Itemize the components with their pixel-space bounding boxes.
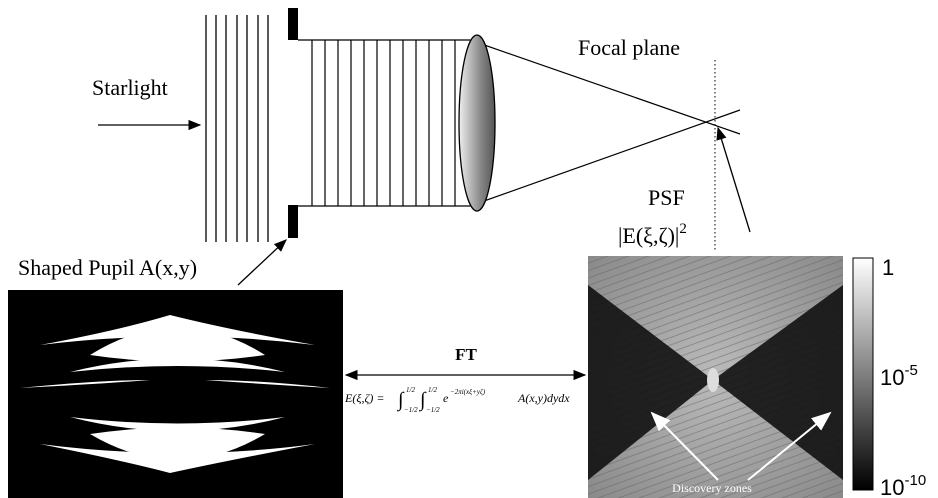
colorbar-exp: -5 bbox=[904, 362, 917, 379]
colorbar-base: 10 bbox=[880, 475, 904, 498]
focal-plane-label: Focal plane bbox=[578, 35, 680, 60]
beam bbox=[298, 40, 740, 206]
psf-formula-power: 2 bbox=[679, 221, 687, 237]
colorbar-base: 10 bbox=[880, 365, 904, 390]
colorbar bbox=[853, 258, 873, 490]
formula-tail: A(x,y)dydx bbox=[517, 391, 570, 405]
diagram: Starlight Focal plane PSF |E(ξ,ζ)|2 Shap… bbox=[0, 0, 938, 498]
discovery-zones-label: Discovery zones bbox=[672, 481, 752, 495]
ft-formula: E(ξ,ζ) = ∫ 1/2 −1/2 ∫ 1/2 −1/2 e −2πi(xξ… bbox=[344, 386, 570, 414]
psf-formula-body: |E(ξ,ζ)| bbox=[618, 223, 679, 248]
wavefronts bbox=[206, 15, 268, 242]
psf-arrow bbox=[718, 128, 750, 232]
pupil-stop bbox=[288, 205, 298, 238]
formula-base: e bbox=[443, 391, 449, 405]
colorbar-labels: 1 10-5 10-10 bbox=[880, 255, 926, 498]
colorbar-top: 1 bbox=[882, 255, 894, 280]
colorbar-middle: 10-5 bbox=[880, 362, 918, 390]
pupil-stop bbox=[288, 8, 298, 40]
psf-label: PSF bbox=[648, 185, 685, 210]
formula-upper: 1/2 bbox=[428, 386, 437, 394]
pupil-arrow bbox=[238, 240, 286, 285]
formula-exponent: −2πi(xξ+yζ) bbox=[450, 388, 486, 396]
psf-image: Discovery zones bbox=[588, 256, 843, 498]
formula-upper: 1/2 bbox=[406, 386, 415, 394]
starlight-label: Starlight bbox=[92, 75, 168, 100]
colorbar-bottom: 10-10 bbox=[880, 472, 926, 498]
lens bbox=[459, 35, 495, 211]
colorbar-exp: -10 bbox=[904, 472, 926, 489]
shaped-pupil-label: Shaped Pupil A(x,y) bbox=[18, 255, 197, 280]
psf-formula: |E(ξ,ζ)|2 bbox=[618, 221, 687, 248]
pupil-image bbox=[8, 290, 343, 498]
formula-lhs: E(ξ,ζ) = bbox=[344, 391, 384, 405]
ft-label: FT bbox=[455, 345, 477, 364]
formula-lower: −1/2 bbox=[426, 406, 440, 414]
formula-lower: −1/2 bbox=[404, 406, 418, 414]
